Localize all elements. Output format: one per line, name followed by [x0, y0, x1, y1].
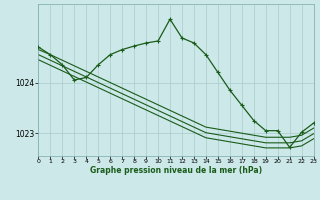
X-axis label: Graphe pression niveau de la mer (hPa): Graphe pression niveau de la mer (hPa)	[90, 166, 262, 175]
